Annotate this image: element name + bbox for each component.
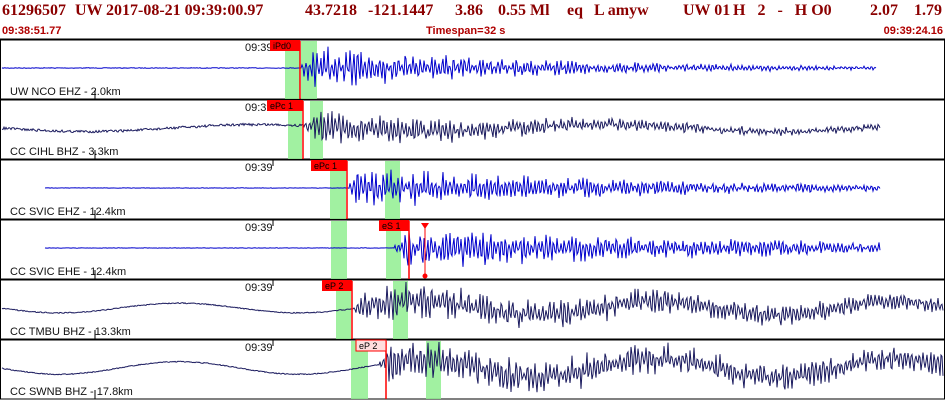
phase-pick-label: eP 2 [325,281,343,291]
minute-marker-label: 09:39 [245,282,273,294]
erh-value: 1.79 [914,2,942,19]
station-label: CC SVIC EHE - 12.4km [10,266,126,278]
event-source: UW 01 [683,2,731,19]
event-network: UW [75,2,103,19]
depth: 3.86 [455,2,483,19]
time-start: 09:38:51.77 [2,25,62,37]
event-id: 61296507 [2,2,66,19]
phase-pick-flag[interactable] [355,339,387,352]
minute-marker-label: 09:39 [245,222,273,234]
station-label: CC CIHL BHZ - 3.3km [10,146,118,158]
minute-marker-label: 09:39 [245,42,273,54]
phase-pick-label: eS 1 [382,221,401,231]
waveform-trace[interactable] [44,169,881,206]
event-header: 61296507 UW 2017-08-21 09:39:00.97 43.72… [0,0,945,22]
waveform-trace[interactable] [1,341,944,393]
minute-marker-label: 09:39 [245,342,273,354]
station-label: CC TMBU BHZ - 13.3km [10,326,131,338]
s-pick-marker-bottom [422,273,428,279]
waveform-trace[interactable] [1,111,881,144]
trace-panel-border [0,339,945,400]
waveform-trace[interactable] [1,281,944,329]
minute-marker-label: 09:39 [245,162,273,174]
phase-pick-label: iPd0 [273,41,291,51]
s-pick-window [385,161,400,219]
p-pick-window [331,221,347,279]
time-bar: 09:38:51.77 Timespan= 32 s 09:39:24.16 [0,24,945,38]
phase-pick-flag[interactable] [311,160,347,171]
p-pick-window [288,101,302,159]
p-pick-window [285,41,300,99]
event-flags: L amyw [594,2,649,19]
timespan-value: 32 s [484,25,506,37]
phase-pick-label: eP 2 [359,341,377,351]
station-label: CC SVIC EHZ - 12.4km [10,206,126,218]
s-pick-window [310,101,323,159]
rms-value: 2.07 [870,2,898,19]
timespan-label: Timespan= [426,25,484,37]
station-label: CC SWNB BHZ - 17.8km [10,386,133,398]
latitude: 43.7218 [305,2,357,19]
waveform-trace[interactable] [44,232,881,267]
event-type: eq [567,2,583,19]
phase-pick-flag[interactable] [379,220,409,231]
phase-pick-flag[interactable] [270,40,300,51]
s-pick-window [386,221,401,279]
p-pick-window [330,161,346,219]
s-pick-window [393,281,408,339]
time-end: 09:39:24.16 [883,25,943,37]
trace-panel-border [0,219,945,280]
phase-pick-label: ePc 1 [270,101,293,111]
p-pick-window [351,341,368,399]
magnitude: 0.55 Ml [498,2,550,19]
longitude: -121.1447 [368,2,434,19]
phase-pick-label: ePc 1 [314,161,337,171]
phase-pick-flag[interactable] [267,100,303,111]
waveform-trace[interactable] [1,46,877,87]
phase-pick-flag[interactable] [322,280,352,291]
origin-time: 2017-08-21 09:39:00.97 [106,2,264,19]
minute-marker-label: 09:39 [245,102,273,114]
event-quality: H 2 - H O0 [733,2,832,19]
station-label: UW NCO EHZ - 2.0km [10,86,121,98]
